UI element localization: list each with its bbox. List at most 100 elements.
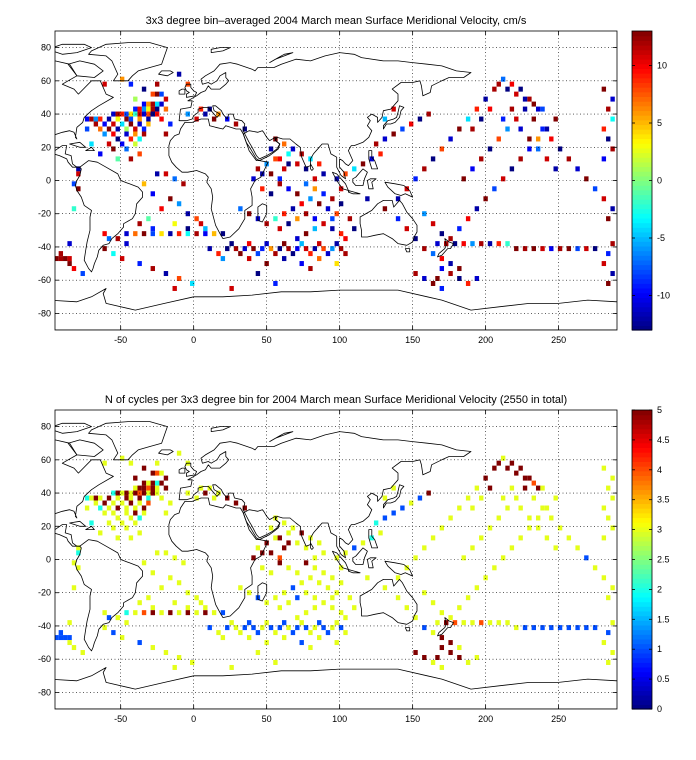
- coastline: [55, 667, 617, 709]
- colorbar-tick-label: -5: [657, 233, 665, 243]
- heatmap-cell: [373, 141, 379, 147]
- heatmap-cell: [111, 121, 116, 127]
- heatmap-cell: [343, 615, 348, 621]
- coastline: [257, 203, 268, 223]
- heatmap-cells-velocity: [55, 71, 615, 291]
- coastline: [184, 83, 197, 98]
- heatmap-cell: [343, 251, 348, 257]
- heatmap-cell: [176, 71, 182, 77]
- heatmap-cell: [115, 515, 120, 521]
- coastline: [85, 146, 95, 151]
- colorbar-segment: [632, 419, 652, 425]
- heatmap-cell: [225, 246, 230, 252]
- heatmap-cell: [448, 261, 453, 267]
- heatmap-cell: [133, 510, 138, 516]
- heatmap-cell: [286, 151, 291, 157]
- heatmap-cell: [470, 505, 475, 511]
- y-tick-label: -60: [38, 654, 51, 664]
- heatmap-cell: [549, 515, 554, 521]
- heatmap-cell: [509, 485, 515, 491]
- colorbar-segment: [632, 203, 652, 210]
- heatmap-cell: [102, 625, 107, 631]
- colorbar-segment: [632, 531, 652, 537]
- coastline: [257, 582, 268, 602]
- heatmap-cell: [544, 505, 550, 511]
- heatmap-cell: [98, 505, 103, 511]
- heatmap-cell: [518, 156, 523, 162]
- heatmap-cell: [404, 565, 409, 571]
- heatmap-cell: [220, 256, 226, 262]
- heatmap-cell: [286, 246, 291, 252]
- heatmap-cell: [119, 76, 125, 82]
- heatmap-cell: [141, 485, 147, 491]
- heatmap-cell: [76, 565, 81, 571]
- colorbar-segment: [632, 438, 652, 444]
- heatmap-cell: [89, 495, 94, 501]
- colorbar-segment: [632, 610, 652, 617]
- heatmap-cell: [141, 480, 147, 486]
- heatmap-cell: [338, 186, 344, 192]
- heatmap-cell: [229, 620, 234, 626]
- heatmap-cell: [395, 595, 401, 601]
- heatmap-cell: [159, 206, 164, 212]
- coastline: [242, 130, 281, 161]
- heatmap-cell: [133, 610, 138, 616]
- heatmap-cell: [426, 490, 431, 496]
- heatmap-cell: [106, 505, 112, 511]
- x-tick-label: 250: [551, 714, 566, 724]
- heatmap-cell: [378, 530, 383, 536]
- colorbar-segment: [632, 554, 652, 561]
- heatmap-cell: [159, 495, 164, 501]
- heatmap-cell: [124, 610, 129, 616]
- heatmap-cell: [544, 126, 550, 132]
- heatmap-cell: [584, 625, 589, 631]
- heatmap-cell: [457, 505, 462, 511]
- heatmap-cell: [220, 635, 226, 641]
- heatmap-cell: [290, 251, 296, 257]
- colorbar-tick-label: 5: [657, 405, 662, 415]
- heatmap-cell: [115, 615, 120, 621]
- heatmap-cell: [133, 490, 138, 496]
- heatmap-cell: [312, 605, 318, 611]
- heatmap-cell: [150, 91, 155, 97]
- heatmap-cell: [106, 495, 112, 501]
- heatmap-cell: [566, 535, 572, 541]
- heatmap-cell: [172, 555, 177, 561]
- heatmap-cell: [246, 211, 252, 217]
- heatmap-cell: [338, 610, 344, 616]
- heatmap-cell: [325, 630, 331, 636]
- heatmap-cell: [347, 216, 353, 222]
- heatmap-cell: [277, 560, 282, 566]
- heatmap-cell: [137, 151, 142, 157]
- heatmap-cell: [76, 186, 81, 192]
- y-tick-label: 80: [41, 422, 51, 432]
- colorbar-segment: [632, 325, 652, 331]
- heatmap-cell: [365, 575, 370, 581]
- gridlines-velocity: [55, 31, 617, 330]
- heatmap-cell: [273, 216, 278, 222]
- heatmap-cell: [128, 116, 134, 122]
- heatmap-cell: [141, 111, 147, 117]
- heatmap-cell: [133, 111, 138, 117]
- x-tick-label: 200: [478, 335, 493, 345]
- heatmap-cell: [229, 285, 234, 291]
- heatmap-cell: [255, 166, 261, 172]
- heatmap-cell: [509, 81, 515, 87]
- heatmap-cell: [176, 231, 182, 237]
- heatmap-cell: [321, 221, 326, 227]
- heatmap-cell: [146, 490, 151, 496]
- heatmap-cell: [128, 136, 134, 142]
- heatmap-cell: [518, 465, 523, 471]
- heatmap-cell: [141, 126, 147, 132]
- heatmap-cell: [470, 545, 475, 551]
- heatmap-cell: [317, 241, 322, 247]
- x-tick-label: 200: [478, 714, 493, 724]
- heatmap-cell: [176, 276, 182, 281]
- heatmap-cell: [321, 246, 326, 252]
- colorbar-segment: [632, 470, 652, 476]
- heatmap-cell: [601, 126, 607, 132]
- heatmap-cell: [382, 116, 388, 122]
- heatmap-cell: [163, 271, 169, 277]
- heatmap-cell: [422, 246, 427, 252]
- heatmap-cell: [422, 276, 427, 281]
